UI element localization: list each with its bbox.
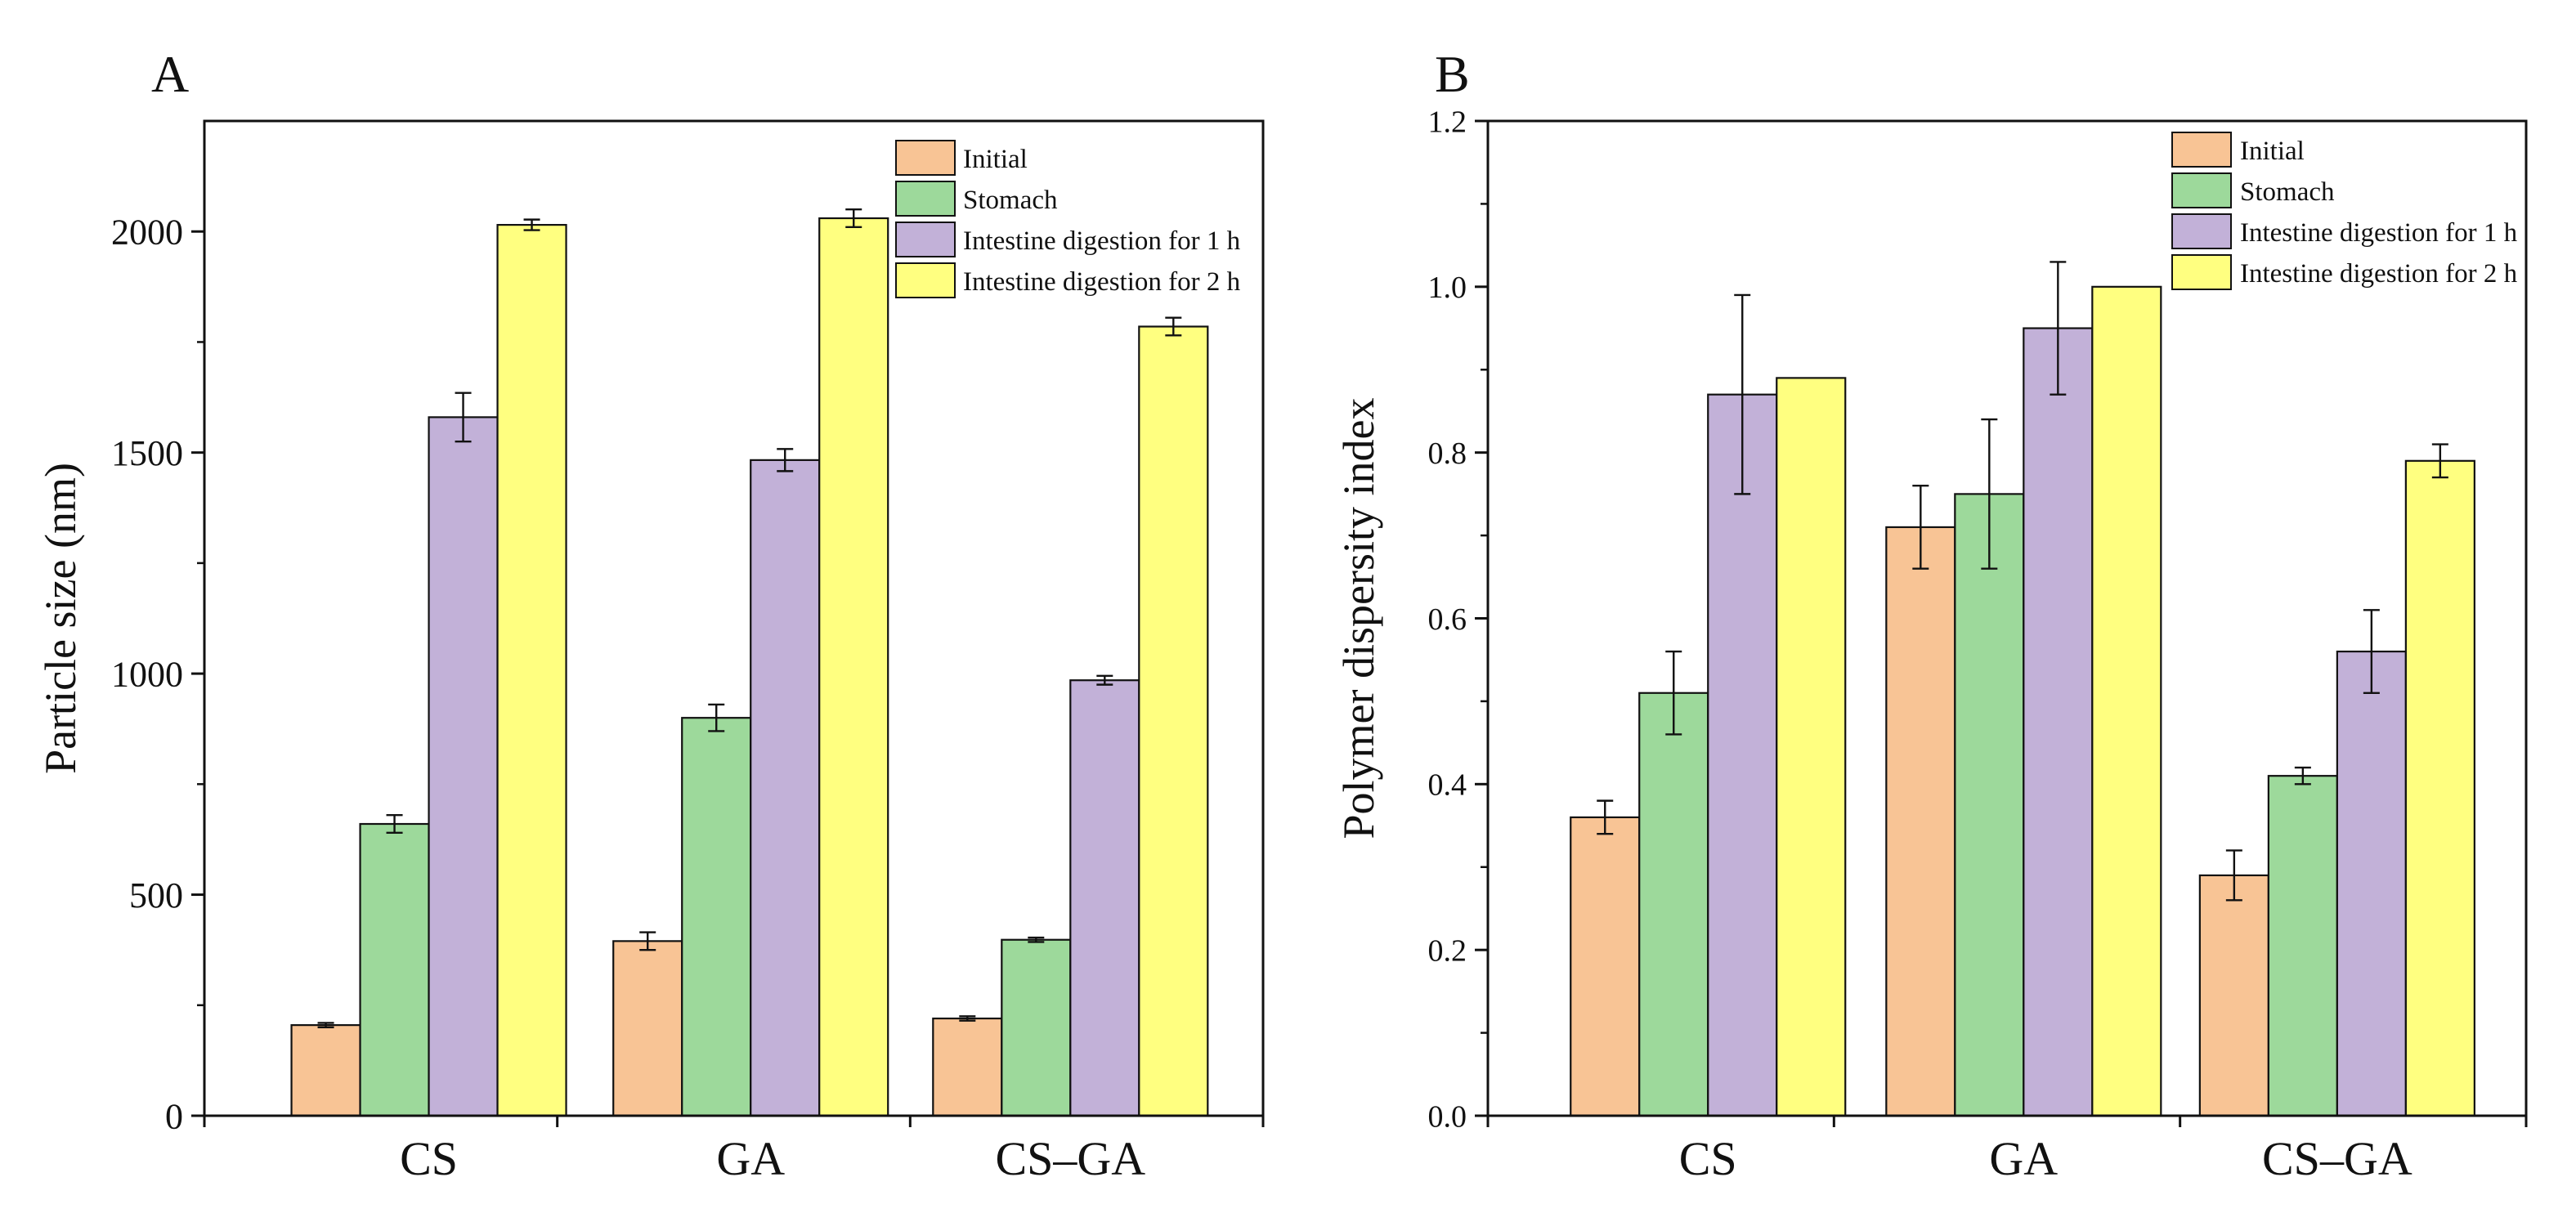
x-tick-label: CS: [400, 1132, 458, 1185]
y-tick-label: 1.2: [1428, 105, 1467, 139]
bar: [932, 1017, 1003, 1117]
y-tick-label: 2000: [111, 213, 183, 253]
legend: Initial Stomach Intestine digestion for 1 …: [895, 140, 1241, 298]
x-tick-label: GA: [1989, 1132, 2058, 1185]
y-tick-label: 0.0: [1428, 1099, 1467, 1134]
x-tick-label: CS: [1679, 1132, 1737, 1185]
x-tick-label: CS–GA: [2262, 1132, 2412, 1185]
y-tick-label: 0.8: [1428, 436, 1467, 471]
x-tick-label: GA: [716, 1132, 785, 1185]
bar: [681, 717, 752, 1117]
y-tick-label: 1000: [111, 655, 183, 695]
legend-label: Stomach: [963, 186, 1058, 215]
legend: Initial Stomach Intestine digestion for 1 …: [2171, 132, 2518, 290]
legend-label: Stomach: [2240, 177, 2335, 207]
y-tick-label: 0.4: [1428, 768, 1467, 803]
bar: [496, 224, 567, 1117]
legend-label: Intestine digestion for 2 h: [963, 267, 1241, 297]
y-axis-label: Polymer dispersity index: [1334, 398, 1383, 839]
y-tick-label: 500: [129, 875, 183, 915]
legend-label: Initial: [2240, 137, 2305, 166]
legend-swatch: [895, 222, 956, 257]
legend-swatch: [895, 262, 956, 298]
bar: [612, 940, 683, 1117]
legend-swatch: [2171, 254, 2232, 290]
bar: [2198, 874, 2269, 1117]
y-tick-label: 0.6: [1428, 602, 1467, 637]
bar: [2023, 327, 2094, 1117]
y-axis-label: Particle size (nm): [36, 463, 85, 774]
legend-swatch: [2171, 213, 2232, 249]
plot-frame: [203, 119, 1265, 1117]
bar: [1069, 679, 1140, 1117]
bar: [750, 459, 821, 1117]
panel-label: A: [151, 45, 189, 103]
legend-label: Intestine digestion for 1 h: [963, 226, 1241, 256]
bar: [359, 822, 430, 1117]
y-tick-label: 0.2: [1428, 933, 1467, 968]
bar: [1707, 393, 1778, 1117]
legend-swatch: [895, 181, 956, 217]
bar: [2091, 285, 2162, 1117]
bar: [1570, 816, 1641, 1117]
bar: [2336, 650, 2407, 1117]
bar: [1776, 377, 1847, 1117]
legend-label: Initial: [963, 145, 1028, 174]
legend-swatch: [895, 140, 956, 176]
bar: [2404, 459, 2475, 1117]
panel-a: A CS GA CS–GA 0 500 1000 1500 2000 Particle size …: [36, 45, 1265, 1185]
bar: [1954, 493, 2025, 1117]
bar: [2267, 775, 2338, 1117]
bar: [1138, 325, 1209, 1117]
panel-b: B CS GA CS–GA 0.0 0.2 0.4 0.6 0.8 1.0 1.2 Polymer d…: [1334, 45, 2528, 1185]
legend-swatch: [2171, 172, 2232, 208]
y-tick-label: 1.0: [1428, 271, 1467, 305]
y-tick-label: 0: [165, 1096, 183, 1136]
x-tick-label: CS–GA: [995, 1132, 1145, 1185]
y-tick-label: 1500: [111, 433, 183, 473]
legend-label: Intestine digestion for 1 h: [2240, 218, 2518, 248]
bar: [290, 1024, 361, 1117]
legend-label: Intestine digestion for 2 h: [2240, 259, 2518, 289]
legend-swatch: [2171, 132, 2232, 168]
bar: [818, 217, 889, 1117]
bar: [428, 416, 499, 1117]
bar: [1638, 692, 1709, 1117]
bar: [1001, 938, 1072, 1117]
bar: [1885, 526, 1956, 1117]
panel-label: B: [1435, 45, 1470, 103]
